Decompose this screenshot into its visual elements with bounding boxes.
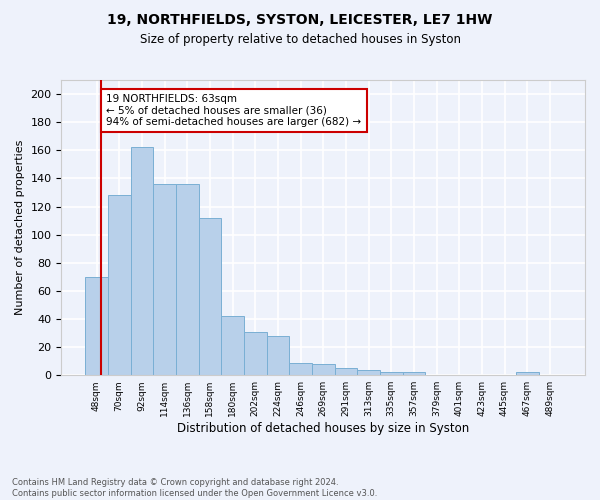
Bar xyxy=(357,370,380,375)
Bar xyxy=(131,148,153,375)
Bar xyxy=(335,368,357,375)
X-axis label: Distribution of detached houses by size in Syston: Distribution of detached houses by size … xyxy=(177,422,469,435)
Y-axis label: Number of detached properties: Number of detached properties xyxy=(15,140,25,316)
Bar xyxy=(153,184,176,375)
Bar xyxy=(289,362,312,375)
Text: 19, NORTHFIELDS, SYSTON, LEICESTER, LE7 1HW: 19, NORTHFIELDS, SYSTON, LEICESTER, LE7 … xyxy=(107,12,493,26)
Text: Size of property relative to detached houses in Syston: Size of property relative to detached ho… xyxy=(139,32,461,46)
Text: 19 NORTHFIELDS: 63sqm
← 5% of detached houses are smaller (36)
94% of semi-detac: 19 NORTHFIELDS: 63sqm ← 5% of detached h… xyxy=(106,94,361,128)
Bar xyxy=(403,372,425,375)
Text: Contains HM Land Registry data © Crown copyright and database right 2024.
Contai: Contains HM Land Registry data © Crown c… xyxy=(12,478,377,498)
Bar xyxy=(312,364,335,375)
Bar xyxy=(176,184,199,375)
Bar xyxy=(85,277,108,375)
Bar xyxy=(108,196,131,375)
Bar xyxy=(266,336,289,375)
Bar xyxy=(516,372,539,375)
Bar xyxy=(380,372,403,375)
Bar xyxy=(244,332,266,375)
Bar xyxy=(221,316,244,375)
Bar xyxy=(199,218,221,375)
